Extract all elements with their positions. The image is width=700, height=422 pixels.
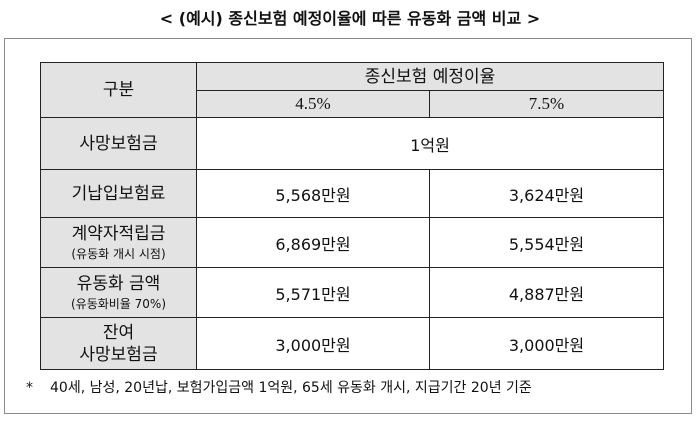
header-rate-a: 4.5%: [196, 90, 430, 118]
cell-premiums-paid-a: 5,568만원: [196, 169, 430, 218]
row-label-reserve: 계약자적립금 (유동화 개시 시점): [40, 217, 197, 268]
row-label-remaining-line1: 잔여: [102, 322, 135, 343]
header-category: 구분: [40, 62, 197, 118]
row-label-reserve-sub: (유동화 개시 시점): [71, 246, 166, 261]
row-label-liquidation-sub: (유동화비율 70%): [70, 296, 167, 311]
row-label-remaining-benefit: 잔여 사망보험금: [40, 317, 197, 370]
row-label-liquidation: 유동화 금액 (유동화비율 70%): [40, 267, 197, 318]
cell-liquidation-b: 4,887만원: [429, 267, 664, 318]
cell-premiums-paid-b: 3,624만원: [429, 169, 664, 218]
table-row: 유동화 금액 (유동화비율 70%) 5,571만원 4,887만원: [40, 267, 664, 318]
footnote-text: 40세, 남성, 20년납, 보험가입금액 1억원, 65세 유동화 개시, 지…: [50, 380, 532, 396]
header-rate-group: 종신보험 예정이율: [196, 62, 664, 91]
row-label-death-benefit: 사망보험금: [40, 117, 197, 170]
cell-liquidation-a: 5,571만원: [196, 267, 430, 318]
footnote: * 40세, 남성, 20년납, 보험가입금액 1억원, 65세 유동화 개시, …: [26, 378, 532, 398]
page-title: < (예시) 종신보험 예정이율에 따른 유동화 금액 비교 >: [159, 9, 541, 28]
table-row: 사망보험금 1억원: [40, 117, 664, 170]
comparison-table: 구분 종신보험 예정이율 4.5% 7.5% 사망보험금 1억원 기납입보험료 …: [40, 62, 664, 370]
header-rate-b: 7.5%: [429, 90, 664, 118]
cell-remaining-b: 3,000만원: [429, 317, 664, 370]
cell-remaining-a: 3,000만원: [196, 317, 430, 370]
table-row: 기납입보험료 5,568만원 3,624만원: [40, 169, 664, 218]
cell-death-benefit: 1억원: [196, 117, 664, 170]
row-label-premiums-paid: 기납입보험료: [40, 169, 197, 218]
row-label-remaining-line2: 사망보험금: [79, 344, 158, 365]
table-row: 잔여 사망보험금 3,000만원 3,000만원: [40, 317, 664, 370]
row-label-reserve-main: 계약자적립금: [71, 223, 166, 244]
cell-reserve-b: 5,554만원: [429, 217, 664, 268]
row-label-liquidation-main: 유동화 금액: [76, 273, 161, 294]
cell-reserve-a: 6,869만원: [196, 217, 430, 268]
footnote-marker: *: [26, 380, 33, 396]
table-row: 계약자적립금 (유동화 개시 시점) 6,869만원 5,554만원: [40, 217, 664, 268]
table-frame: [4, 38, 692, 414]
